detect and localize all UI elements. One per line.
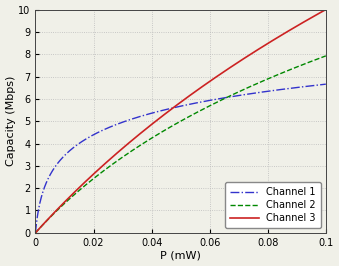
Channel 3 (265, 42, 269, 45)
Channel 1 (324, 82, 328, 86)
Channel 2 (34, 231, 38, 234)
Channel 2 (260, 80, 264, 83)
Legend: Channel 1, Channel 2, Channel 3: Channel 1, Channel 2, Channel 3 (225, 182, 321, 228)
Channel 1 (63, 153, 67, 157)
Channel 3 (233, 63, 237, 66)
Channel 2 (161, 130, 165, 133)
Channel 1 (151, 111, 155, 114)
Channel 1 (260, 90, 264, 94)
Line: Channel 1: Channel 1 (36, 84, 326, 233)
Channel 2 (63, 201, 67, 205)
Channel 3 (161, 114, 165, 117)
Line: Channel 3: Channel 3 (36, 10, 326, 233)
Channel 1 (233, 94, 237, 98)
Channel 2 (233, 92, 237, 95)
Line: Channel 2: Channel 2 (36, 56, 326, 233)
Channel 1 (34, 231, 38, 234)
Channel 3 (34, 231, 38, 234)
Channel 1 (265, 90, 269, 93)
Channel 3 (151, 122, 155, 125)
Channel 3 (260, 45, 264, 49)
X-axis label: P (mW): P (mW) (160, 251, 201, 260)
Channel 2 (324, 54, 328, 57)
Channel 2 (151, 136, 155, 139)
Channel 1 (161, 109, 165, 112)
Y-axis label: Capacity (Mbps): Capacity (Mbps) (5, 76, 16, 166)
Channel 3 (63, 200, 67, 203)
Channel 2 (265, 78, 269, 81)
Channel 3 (324, 8, 328, 11)
